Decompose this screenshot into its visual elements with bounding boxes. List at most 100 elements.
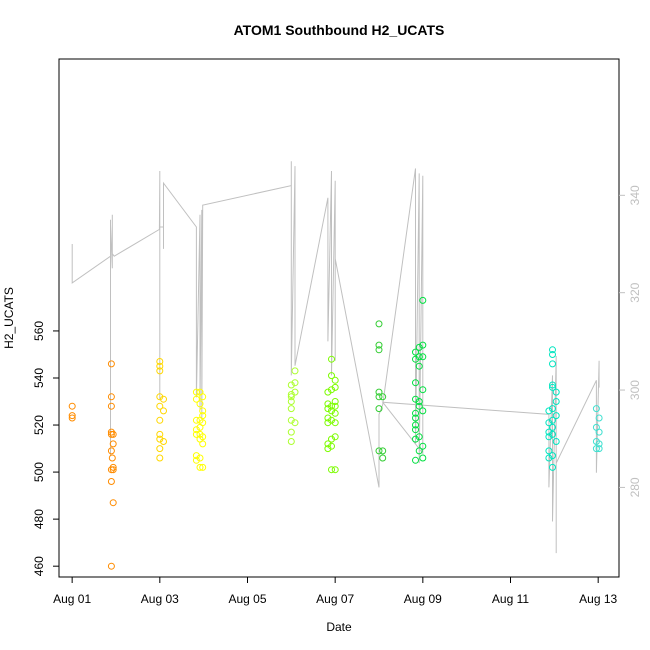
- data-point: [375, 346, 383, 354]
- points-layer: [68, 296, 603, 570]
- data-point: [324, 440, 332, 448]
- data-point: [156, 435, 164, 443]
- data-point: [287, 416, 295, 424]
- data-point: [199, 419, 207, 427]
- data-point: [107, 562, 115, 570]
- data-point: [107, 402, 115, 410]
- data-point: [196, 454, 204, 462]
- data-point: [156, 445, 164, 453]
- data-point: [415, 447, 423, 455]
- data-point: [595, 428, 603, 436]
- data-point: [415, 398, 423, 405]
- data-point: [419, 341, 427, 349]
- x-tick-label: Aug 03: [141, 592, 179, 606]
- data-point: [331, 402, 339, 410]
- data-point: [415, 362, 423, 370]
- data-point: [196, 400, 204, 408]
- y2-tick-label: 320: [628, 282, 642, 302]
- data-point: [552, 438, 560, 445]
- data-point: [108, 454, 116, 462]
- data-point: [379, 454, 387, 462]
- data-point: [160, 438, 167, 445]
- data-point: [328, 386, 335, 394]
- data-point: [379, 393, 387, 401]
- data-point: [324, 388, 332, 396]
- data-point: [419, 407, 427, 415]
- y-tick-label: 540: [32, 368, 46, 388]
- data-point: [328, 355, 335, 363]
- data-point: [415, 353, 423, 361]
- data-point: [107, 447, 115, 455]
- data-point: [328, 442, 335, 450]
- data-point: [156, 362, 164, 370]
- data-point: [328, 372, 335, 380]
- data-point: [412, 435, 419, 443]
- data-point: [545, 407, 553, 415]
- y2-tick-label: 340: [628, 185, 642, 205]
- x-tick-label: Aug 07: [316, 592, 354, 606]
- data-point: [156, 454, 164, 462]
- data-point: [415, 402, 423, 410]
- x-tick-label: Aug 11: [492, 592, 529, 606]
- data-point: [595, 445, 603, 453]
- data-point: [287, 405, 295, 413]
- data-point: [192, 426, 200, 434]
- data-point: [109, 463, 117, 471]
- data-point: [199, 393, 207, 401]
- data-point: [412, 456, 419, 464]
- data-point: [419, 454, 427, 462]
- y-tick-label: 560: [32, 321, 46, 341]
- data-point: [549, 423, 556, 431]
- data-point: [107, 428, 115, 436]
- data-point: [328, 416, 335, 424]
- data-point: [291, 388, 299, 396]
- data-point: [324, 405, 332, 413]
- data-point: [419, 296, 427, 304]
- y-tick-label: 500: [32, 462, 46, 482]
- y-tick-label: 460: [32, 556, 46, 576]
- data-point: [192, 388, 200, 396]
- data-point: [419, 442, 427, 450]
- data-point: [328, 407, 335, 415]
- y-tick-label: 520: [32, 415, 46, 435]
- data-point: [68, 414, 76, 422]
- data-point: [287, 381, 295, 389]
- data-point: [156, 416, 164, 424]
- data-point: [549, 381, 556, 389]
- data-point: [107, 360, 115, 368]
- data-point: [375, 447, 383, 455]
- data-point: [545, 447, 553, 455]
- data-point: [331, 383, 339, 391]
- data-point: [328, 435, 335, 443]
- data-point: [287, 428, 295, 436]
- data-point: [549, 351, 556, 358]
- data-point: [331, 376, 339, 384]
- data-point: [419, 386, 427, 394]
- data-point: [287, 393, 295, 401]
- data-point: [549, 463, 556, 471]
- y-axis-label: H2_UCATS: [2, 287, 16, 349]
- data-point: [156, 402, 164, 410]
- x-tick-label: Aug 13: [579, 592, 617, 606]
- data-point: [324, 414, 332, 422]
- data-point: [156, 358, 164, 365]
- data-point: [109, 430, 117, 438]
- data-point: [375, 341, 383, 349]
- data-point: [160, 407, 167, 415]
- data-point: [552, 388, 560, 396]
- data-point: [199, 407, 207, 415]
- data-point: [549, 346, 556, 354]
- x-tick-label: Aug 05: [228, 592, 266, 606]
- x-tick-label: Aug 01: [53, 592, 91, 606]
- data-point: [192, 456, 200, 464]
- data-point: [331, 409, 339, 417]
- data-point: [331, 419, 339, 427]
- data-point: [549, 405, 556, 413]
- data-point: [412, 421, 419, 429]
- data-point: [375, 388, 383, 396]
- data-point: [192, 416, 200, 424]
- data-point: [419, 353, 427, 361]
- data-point: [415, 343, 423, 351]
- data-point: [412, 355, 419, 363]
